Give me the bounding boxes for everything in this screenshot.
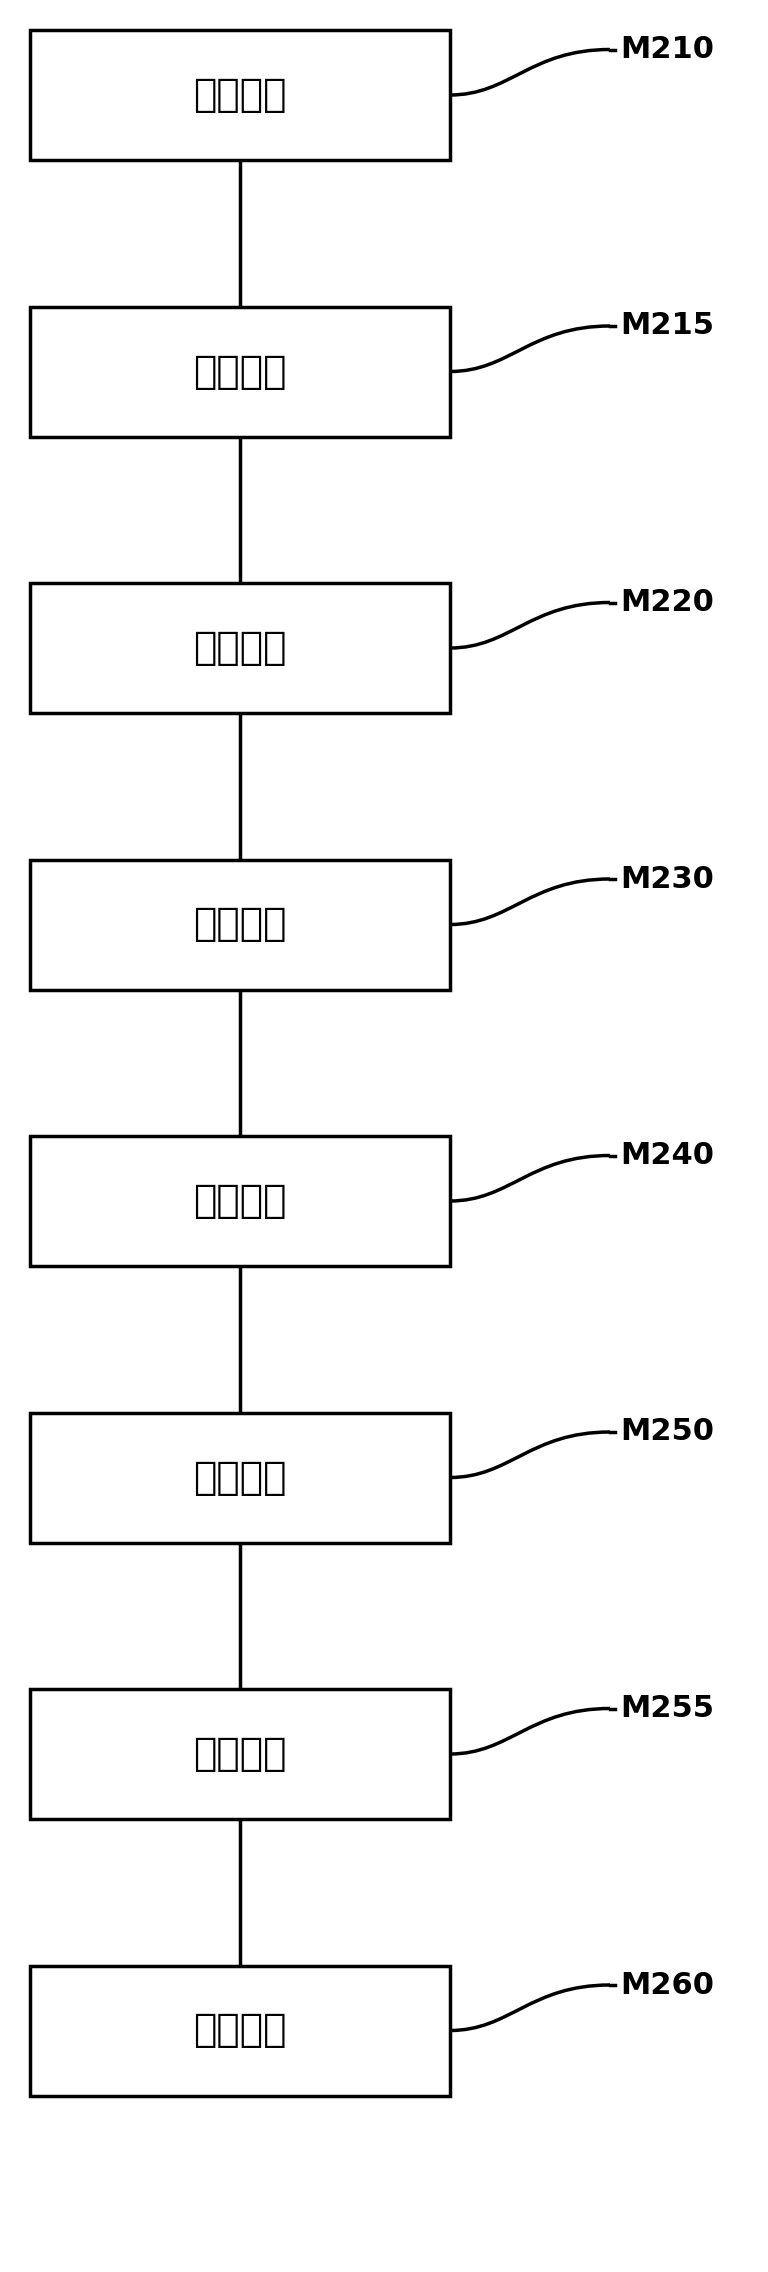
Text: M260: M260 bbox=[620, 1970, 714, 1999]
Text: 相乘模块: 相乘模块 bbox=[194, 1181, 286, 1220]
Text: M210: M210 bbox=[620, 34, 714, 64]
Bar bbox=[30, 1136, 450, 1266]
Text: 加载模块: 加载模块 bbox=[194, 75, 286, 114]
Text: M220: M220 bbox=[620, 588, 714, 618]
Text: M240: M240 bbox=[620, 1141, 714, 1170]
Text: M215: M215 bbox=[620, 311, 714, 341]
Text: 获取模块: 获取模块 bbox=[194, 2011, 286, 2049]
Bar bbox=[30, 30, 450, 159]
Text: M230: M230 bbox=[620, 866, 714, 893]
Text: M250: M250 bbox=[620, 1418, 714, 1447]
Bar bbox=[30, 1965, 450, 2095]
Text: 传送模块: 传送模块 bbox=[194, 907, 286, 943]
Bar bbox=[30, 1413, 450, 1543]
Text: M255: M255 bbox=[620, 1695, 714, 1722]
Bar bbox=[30, 859, 450, 991]
Text: 开关模块: 开关模块 bbox=[194, 1736, 286, 1772]
Text: 生成模块: 生成模块 bbox=[194, 629, 286, 668]
Text: 叠加模块: 叠加模块 bbox=[194, 352, 286, 391]
Bar bbox=[30, 307, 450, 436]
Text: 滤波模块: 滤波模块 bbox=[194, 1459, 286, 1497]
Bar bbox=[30, 1688, 450, 1820]
Bar bbox=[30, 584, 450, 713]
